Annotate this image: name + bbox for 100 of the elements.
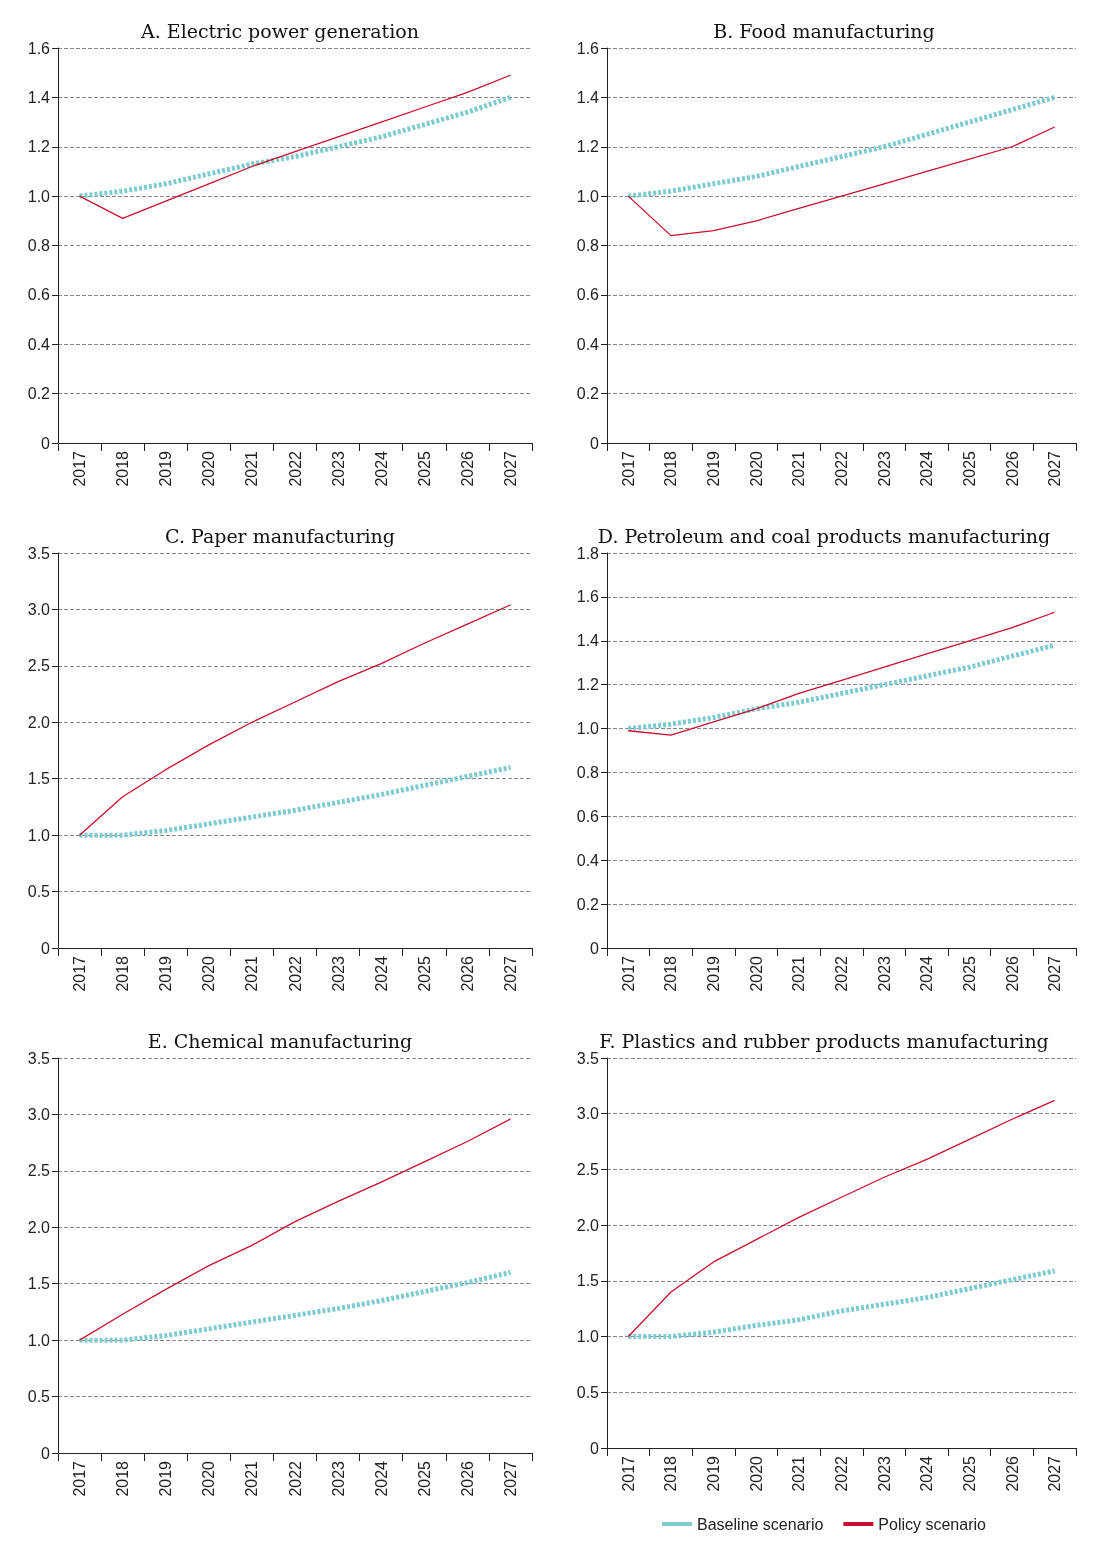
line-series [627,1099,1056,1338]
y-tick-label: 2.5 [27,1162,51,1180]
x-tick-label: 2026 [1003,450,1021,487]
x-tick-label: 2025 [415,1460,433,1497]
x-tick-label: 2022 [833,955,850,992]
y-tick-label: 0.5 [27,1388,51,1406]
y-tick-label: 1.0 [576,1328,600,1346]
x-tick-label: 2017 [619,450,637,487]
y-tick-label: 1.6 [576,588,600,606]
x-tick-label: 2020 [200,450,218,487]
x-tick-label: 2019 [705,1455,723,1492]
y-tick-label: 2.5 [27,657,51,675]
x-tick-label: 2026 [458,955,476,992]
x-tick-label: 2024 [372,955,390,992]
x-tick-label: 2026 [458,1460,476,1497]
x-tick-label: 2025 [960,450,978,487]
y-tick-label: 3.0 [576,1105,600,1123]
line-series [78,74,512,219]
x-tick-label: 2026 [1003,1455,1021,1492]
line-series [627,611,1056,736]
x-tick-label: 2019 [157,1460,175,1497]
x-tick-label: 2019 [705,450,723,487]
x-tick-label: 2020 [200,955,218,992]
x-tick-label: 2017 [71,450,89,487]
y-tick-label: 0.4 [27,335,51,353]
y-tick-label: 0.2 [576,385,600,403]
y-tick-label: 1.5 [576,1272,600,1290]
x-tick-label: 2022 [286,955,304,992]
x-tick-label: 2019 [705,955,723,992]
x-tick-label: 2027 [1046,955,1064,992]
chart-title: F. Plastics and rubber products manufacturing [599,1029,1049,1052]
x-tick-label: 2024 [372,450,390,487]
x-tick-label: 2026 [1003,955,1021,992]
y-tick-label: 1.4 [27,88,51,106]
x-tick-label: 2025 [415,955,433,992]
y-tick-label: 1.2 [576,138,600,156]
x-tick-label: 2025 [960,955,978,992]
y-tick-label: 0 [590,434,600,452]
x-tick-label: 2027 [1046,1455,1064,1492]
chart-title: E. Chemical manufacturing [147,1029,413,1052]
y-tick-label: 2.0 [576,1216,600,1234]
y-tick-label: 0 [41,939,51,957]
x-tick-label: 2021 [790,955,808,992]
x-tick-label: 2020 [747,955,765,992]
y-tick-label: 1.4 [576,88,600,106]
x-tick-label: 2022 [833,450,850,487]
x-tick-label: 2023 [329,1460,347,1497]
y-tick-label: 0.4 [576,335,600,353]
chart-title: D. Petroleum and coal products manufacturing [597,524,1051,547]
x-tick-label: 2021 [790,1455,808,1492]
x-tick-label: 2018 [662,955,680,992]
x-tick-label: 2027 [501,955,519,992]
x-tick-label: 2017 [71,955,89,992]
y-tick-label: 1.0 [27,826,51,844]
y-tick-label: 0 [41,434,51,452]
chart-title: A. Electric power generation [139,19,420,42]
x-tick-label: 2022 [286,450,304,487]
x-tick-label: 2023 [875,450,893,487]
x-tick-label: 2023 [875,1455,893,1492]
x-tick-label: 2024 [918,450,936,487]
x-tick-label: 2020 [747,450,765,487]
y-tick-label: 1.6 [576,39,600,57]
x-tick-label: 2025 [415,450,433,487]
x-tick-label: 2027 [501,450,519,487]
y-tick-label: 1.0 [27,187,51,205]
line-series [78,1118,512,1341]
y-tick-label: 0.5 [576,1383,600,1401]
y-tick-label: 2.0 [27,713,51,731]
y-tick-label: 2.0 [27,1218,51,1236]
x-tick-label: 2022 [833,1455,850,1492]
x-tick-label: 2021 [243,955,261,992]
y-tick-label: 1.0 [576,720,600,738]
x-tick-label: 2022 [286,1460,304,1497]
x-tick-label: 2023 [329,955,347,992]
y-tick-label: 1.0 [27,1331,51,1349]
x-tick-label: 2023 [875,955,893,992]
y-tick-label: 3.5 [27,544,51,562]
x-tick-label: 2024 [372,1460,390,1497]
y-tick-label: 1.5 [27,1275,51,1293]
x-tick-label: 2020 [200,1460,218,1497]
y-tick-label: 2.5 [576,1160,600,1178]
line-series [78,604,512,836]
x-tick-label: 2027 [1046,450,1064,487]
legend-label: Baseline scenario [697,1515,824,1533]
x-tick-label: 2017 [619,955,637,992]
y-tick-label: 0.2 [576,895,600,913]
y-tick-label: 3.5 [576,1049,600,1067]
y-tick-label: 0.6 [576,286,600,304]
legend-label: Policy scenario [878,1515,987,1533]
x-tick-label: 2020 [747,1455,765,1492]
x-tick-label: 2018 [114,1460,132,1497]
y-tick-label: 1.6 [27,39,51,57]
x-tick-label: 2027 [501,1460,519,1497]
x-tick-label: 2019 [157,955,175,992]
y-tick-label: 3.0 [27,600,51,618]
x-tick-label: 2018 [662,1455,680,1492]
y-tick-label: 0.6 [576,807,600,825]
x-tick-label: 2018 [662,450,680,487]
x-tick-label: 2017 [619,1455,637,1492]
x-tick-label: 2017 [71,1460,89,1497]
